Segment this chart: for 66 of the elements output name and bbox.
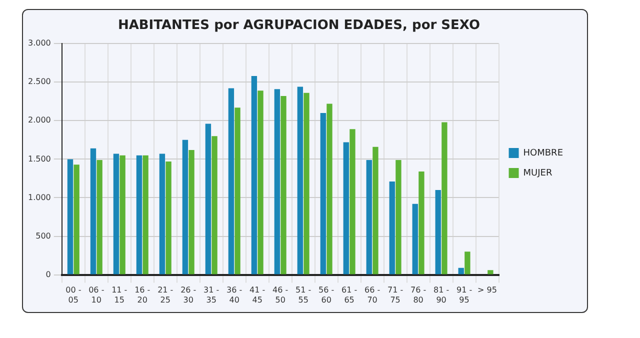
x-tick-label: 41 - 45 xyxy=(250,286,266,304)
bar xyxy=(326,104,332,274)
x-tick-label: 81 - 90 xyxy=(433,286,450,304)
legend-label: MUJER xyxy=(523,168,552,178)
y-tick-label: 500 xyxy=(36,231,51,240)
x-tick-label: 00 - 05 xyxy=(66,286,82,304)
bar xyxy=(412,204,418,274)
x-tick-label: 61 - 65 xyxy=(342,286,358,304)
bar xyxy=(435,190,441,274)
x-tick-label: 46 - 50 xyxy=(272,286,288,304)
bar xyxy=(159,154,166,274)
y-tick-label: 1.000 xyxy=(28,192,51,202)
x-tick-label: 71 - 75 xyxy=(387,286,404,304)
bar xyxy=(166,162,172,274)
bar xyxy=(136,155,142,274)
chart-title: HABITANTES por AGRUPACION EDADES, por SEXO xyxy=(118,18,480,34)
bar xyxy=(234,108,240,274)
x-tick-label: 26 - 30 xyxy=(180,286,196,304)
y-tick-label: 2.500 xyxy=(28,77,51,86)
bar xyxy=(389,182,395,274)
bar xyxy=(464,252,470,274)
bar xyxy=(350,129,356,274)
x-tick-label: 66 - 70 xyxy=(364,286,380,304)
bar xyxy=(113,154,120,274)
y-tick-label: 3.000 xyxy=(28,38,51,48)
bar xyxy=(320,112,326,274)
x-tick-label: 31 - 35 xyxy=(204,286,220,304)
bar xyxy=(67,159,74,274)
x-tick-label: 56 - 60 xyxy=(318,286,334,304)
bar xyxy=(280,96,286,274)
bar xyxy=(488,270,494,274)
legend-label: HOMBRE xyxy=(523,148,564,158)
bar xyxy=(96,160,102,274)
x-tick-label: 36 - 40 xyxy=(226,286,242,304)
bar xyxy=(74,164,80,274)
bar xyxy=(212,136,218,274)
bar xyxy=(396,160,402,274)
bar xyxy=(188,150,194,274)
bar xyxy=(205,124,212,274)
bar xyxy=(458,268,464,274)
bar xyxy=(297,86,304,274)
bar xyxy=(366,160,372,274)
x-tick-label: 21 - 25 xyxy=(158,286,174,304)
bar xyxy=(274,89,280,274)
x-tick-label: 11 - 15 xyxy=(112,286,128,304)
x-tick-label: 06 - 10 xyxy=(88,286,104,304)
bar xyxy=(372,146,378,274)
x-tick-label: 76 - 80 xyxy=(410,286,426,304)
bar xyxy=(120,155,126,274)
bar xyxy=(142,155,148,274)
x-tick-label: > 95 xyxy=(478,286,497,295)
bar xyxy=(343,142,349,274)
x-tick-label: 91 - 95 xyxy=(456,286,472,304)
y-tick-label: 0 xyxy=(46,270,51,279)
x-tick-label: 16 - 20 xyxy=(134,286,150,304)
bar xyxy=(304,92,310,274)
x-tick-label: 51 - 55 xyxy=(296,286,312,304)
bar xyxy=(251,76,258,274)
bar xyxy=(258,90,264,274)
bar xyxy=(442,122,448,274)
bar xyxy=(228,88,234,274)
bar xyxy=(90,148,96,274)
y-tick-label: 2.000 xyxy=(28,116,51,125)
bar xyxy=(418,172,424,274)
bar xyxy=(182,140,188,274)
y-tick-label: 1.500 xyxy=(28,154,51,164)
